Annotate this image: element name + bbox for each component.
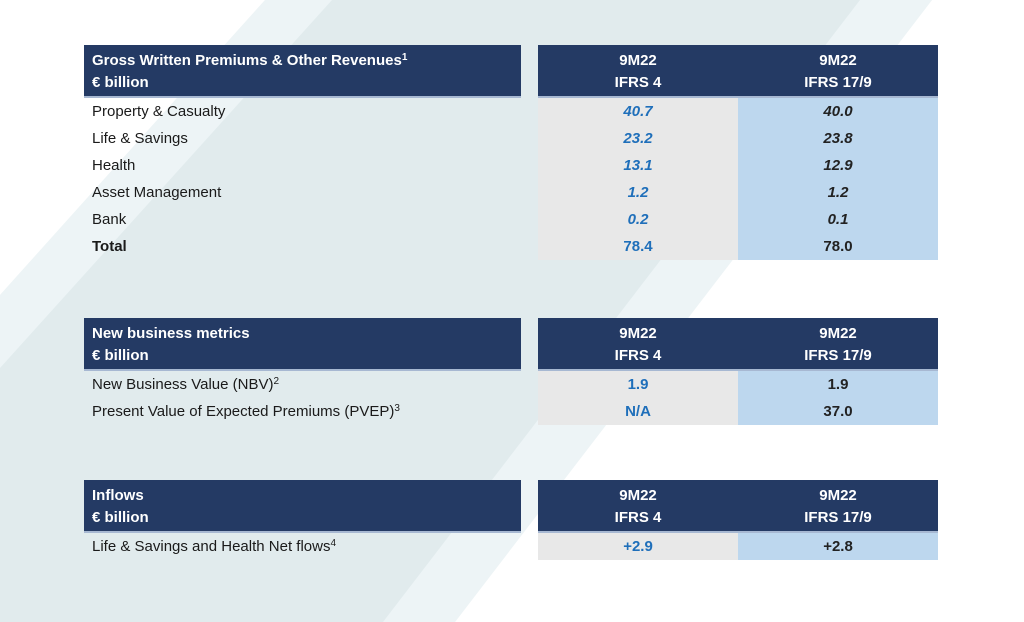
column-standard: IFRS 4 — [614, 347, 662, 364]
row-label: Health — [84, 152, 521, 179]
column-standard: IFRS 17/9 — [804, 74, 872, 91]
row-label-text: Life & Savings and Health Net flows — [92, 538, 331, 555]
table-row-nbv: New Business Value (NBV)2 1.9 1.9 — [84, 371, 938, 398]
column-standard: IFRS 4 — [614, 509, 662, 526]
table-title-block: New business metrics € billion — [84, 318, 521, 371]
value-ifrs17: 0.1 — [738, 206, 938, 233]
column-header-ifrs17: 9M22 IFRS 17/9 — [738, 49, 938, 96]
value-ifrs17: 1.9 — [738, 371, 938, 398]
column-period: 9M22 — [619, 52, 657, 69]
table-title-footnote: 1 — [401, 52, 408, 63]
value-ifrs4: 1.9 — [538, 371, 738, 398]
column-header-ifrs4: 9M22 IFRS 4 — [538, 484, 738, 531]
table-body: Property & Casualty 40.7 40.0 Life & Sav… — [84, 98, 938, 260]
value-ifrs4: 40.7 — [538, 98, 738, 125]
column-standard: IFRS 17/9 — [804, 509, 872, 526]
table-gross-written-premiums: Gross Written Premiums & Other Revenues1… — [84, 45, 938, 260]
column-headers: 9M22 IFRS 4 9M22 IFRS 17/9 — [538, 45, 938, 98]
table-row-property-casualty: Property & Casualty 40.7 40.0 — [84, 98, 938, 125]
row-label-text: Health — [92, 157, 136, 174]
table-title: New business metrics — [92, 322, 513, 345]
table-row-life-savings: Life & Savings 23.2 23.8 — [84, 125, 938, 152]
column-headers: 9M22 IFRS 4 9M22 IFRS 17/9 — [538, 318, 938, 371]
row-label: Property & Casualty — [84, 98, 521, 125]
column-headers: 9M22 IFRS 4 9M22 IFRS 17/9 — [538, 480, 938, 533]
column-period: 9M22 — [819, 325, 857, 342]
table-unit: € billion — [92, 509, 149, 526]
row-label-text: Present Value of Expected Premiums (PVEP… — [92, 403, 395, 420]
table-title: Gross Written Premiums & Other Revenues1 — [92, 49, 513, 72]
table-unit: € billion — [92, 74, 149, 91]
value-ifrs17: +2.8 — [738, 533, 938, 560]
table-body: New Business Value (NBV)2 1.9 1.9 Presen… — [84, 371, 938, 425]
column-period: 9M22 — [619, 487, 657, 504]
row-footnote: 4 — [330, 538, 337, 549]
value-ifrs4: 23.2 — [538, 125, 738, 152]
value-ifrs4: 1.2 — [538, 179, 738, 206]
value-ifrs17: 37.0 — [738, 398, 938, 425]
table-unit: € billion — [92, 347, 149, 364]
table-row-bank: Bank 0.2 0.1 — [84, 206, 938, 233]
value-ifrs17: 12.9 — [738, 152, 938, 179]
row-label: Asset Management — [84, 179, 521, 206]
column-header-ifrs17: 9M22 IFRS 17/9 — [738, 484, 938, 531]
row-label-text: Total — [92, 238, 127, 255]
column-header-ifrs4: 9M22 IFRS 4 — [538, 49, 738, 96]
row-label-text: Property & Casualty — [92, 103, 226, 120]
column-header-ifrs4: 9M22 IFRS 4 — [538, 322, 738, 369]
value-ifrs4: 13.1 — [538, 152, 738, 179]
row-label: Life & Savings and Health Net flows4 — [84, 533, 521, 560]
value-ifrs17: 23.8 — [738, 125, 938, 152]
column-period: 9M22 — [819, 52, 857, 69]
value-ifrs17: 78.0 — [738, 233, 938, 260]
value-ifrs17: 40.0 — [738, 98, 938, 125]
table-row-pvep: Present Value of Expected Premiums (PVEP… — [84, 398, 938, 425]
value-ifrs17: 1.2 — [738, 179, 938, 206]
row-label: New Business Value (NBV)2 — [84, 371, 521, 398]
column-header-ifrs17: 9M22 IFRS 17/9 — [738, 322, 938, 369]
value-ifrs4: N/A — [538, 398, 738, 425]
value-ifrs4: 0.2 — [538, 206, 738, 233]
row-label: Total — [84, 233, 521, 260]
row-label-text: Asset Management — [92, 184, 222, 201]
table-title-block: Gross Written Premiums & Other Revenues1… — [84, 45, 521, 98]
value-ifrs4: +2.9 — [538, 533, 738, 560]
row-footnote: 2 — [273, 376, 280, 387]
table-header: Gross Written Premiums & Other Revenues1… — [84, 45, 938, 98]
table-row-asset-management: Asset Management 1.2 1.2 — [84, 179, 938, 206]
table-body: Life & Savings and Health Net flows4 +2.… — [84, 533, 938, 560]
row-label-text: Bank — [92, 211, 127, 228]
table-new-business-metrics: New business metrics € billion 9M22 IFRS… — [84, 318, 938, 425]
value-ifrs4: 78.4 — [538, 233, 738, 260]
table-row-total: Total 78.4 78.0 — [84, 233, 938, 260]
table-header: Inflows € billion 9M22 IFRS 4 9M22 IFRS … — [84, 480, 938, 533]
table-title-text: Gross Written Premiums & Other Revenues — [92, 52, 402, 69]
row-label: Present Value of Expected Premiums (PVEP… — [84, 398, 521, 425]
table-row-health: Health 13.1 12.9 — [84, 152, 938, 179]
row-label: Bank — [84, 206, 521, 233]
row-label: Life & Savings — [84, 125, 521, 152]
table-title-text: Inflows — [92, 487, 144, 504]
row-label-text: New Business Value (NBV) — [92, 376, 274, 393]
column-standard: IFRS 4 — [614, 74, 662, 91]
column-period: 9M22 — [819, 487, 857, 504]
table-title-block: Inflows € billion — [84, 480, 521, 533]
row-label-text: Life & Savings — [92, 130, 188, 147]
row-footnote: 3 — [394, 403, 400, 414]
column-period: 9M22 — [619, 325, 657, 342]
table-title: Inflows — [92, 484, 513, 507]
table-header: New business metrics € billion 9M22 IFRS… — [84, 318, 938, 371]
column-standard: IFRS 17/9 — [804, 347, 872, 364]
table-inflows: Inflows € billion 9M22 IFRS 4 9M22 IFRS … — [84, 480, 938, 560]
table-title-text: New business metrics — [92, 325, 250, 342]
table-row-net-flows: Life & Savings and Health Net flows4 +2.… — [84, 533, 938, 560]
